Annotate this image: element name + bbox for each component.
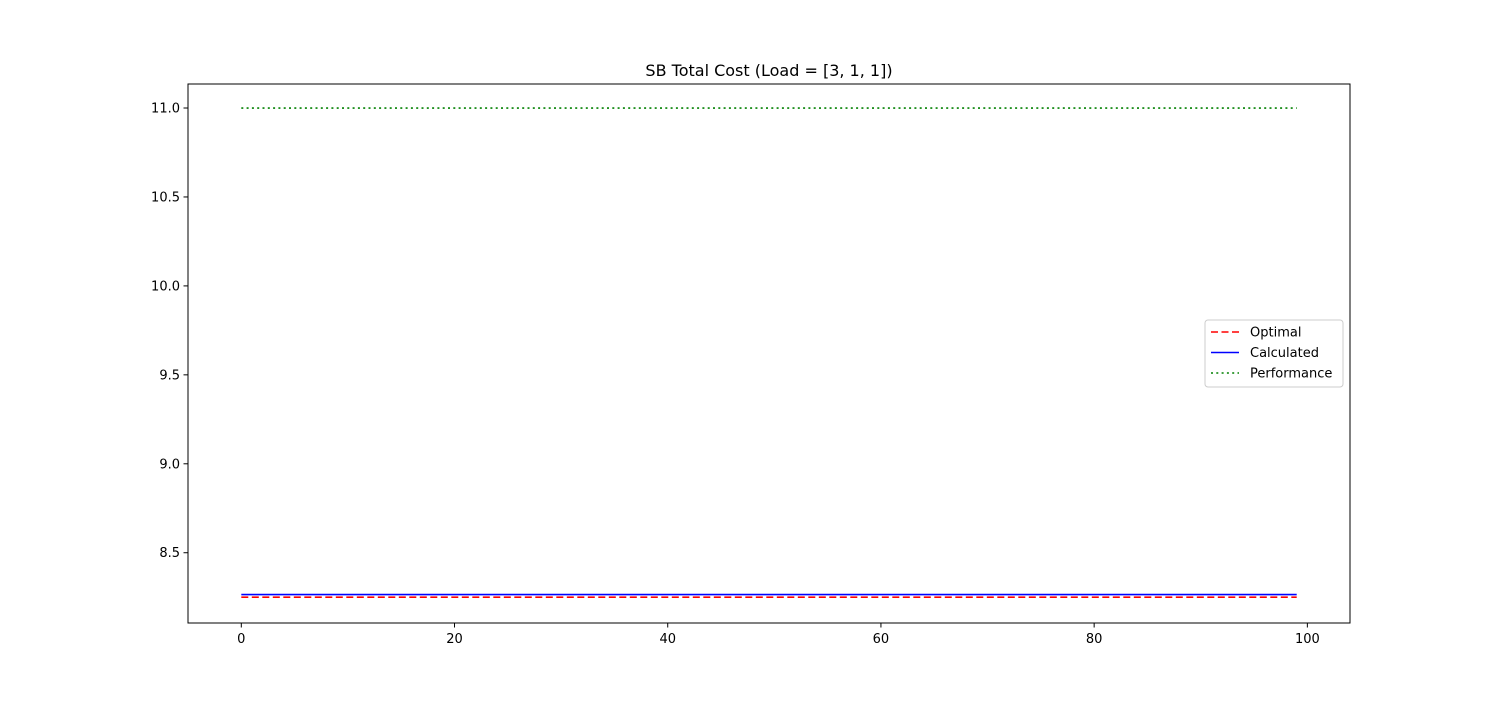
legend-label-optimal: Optimal [1250,326,1301,341]
x-tick-label: 20 [446,632,463,647]
plot-area-frame [187,83,1351,624]
legend: Optimal Calculated Performance [1204,319,1344,388]
x-tick-label: 80 [1086,632,1103,647]
x-axis: 0 20 40 60 80 100 [237,623,1320,647]
y-tick-label: 11.0 [151,102,180,117]
y-tick-label: 9.0 [159,457,180,472]
y-tick-label: 10.5 [151,190,180,205]
series-lines [241,107,1297,599]
x-tick-label: 100 [1295,632,1320,647]
y-tick-label: 9.5 [159,368,180,383]
y-tick-label: 10.0 [151,279,180,294]
legend-box [1204,319,1344,388]
legend-label-calculated: Calculated [1250,346,1319,361]
x-tick-label: 0 [237,632,245,647]
legend-label-performance: Performance [1250,367,1332,382]
y-axis: 8.5 9.0 9.5 10.0 10.5 11.0 [151,102,188,561]
x-tick-label: 40 [659,632,676,647]
y-tick-label: 8.5 [159,546,180,561]
chart-title: SB Total Cost (Load = [3, 1, 1]) [645,61,892,80]
x-tick-label: 60 [873,632,890,647]
